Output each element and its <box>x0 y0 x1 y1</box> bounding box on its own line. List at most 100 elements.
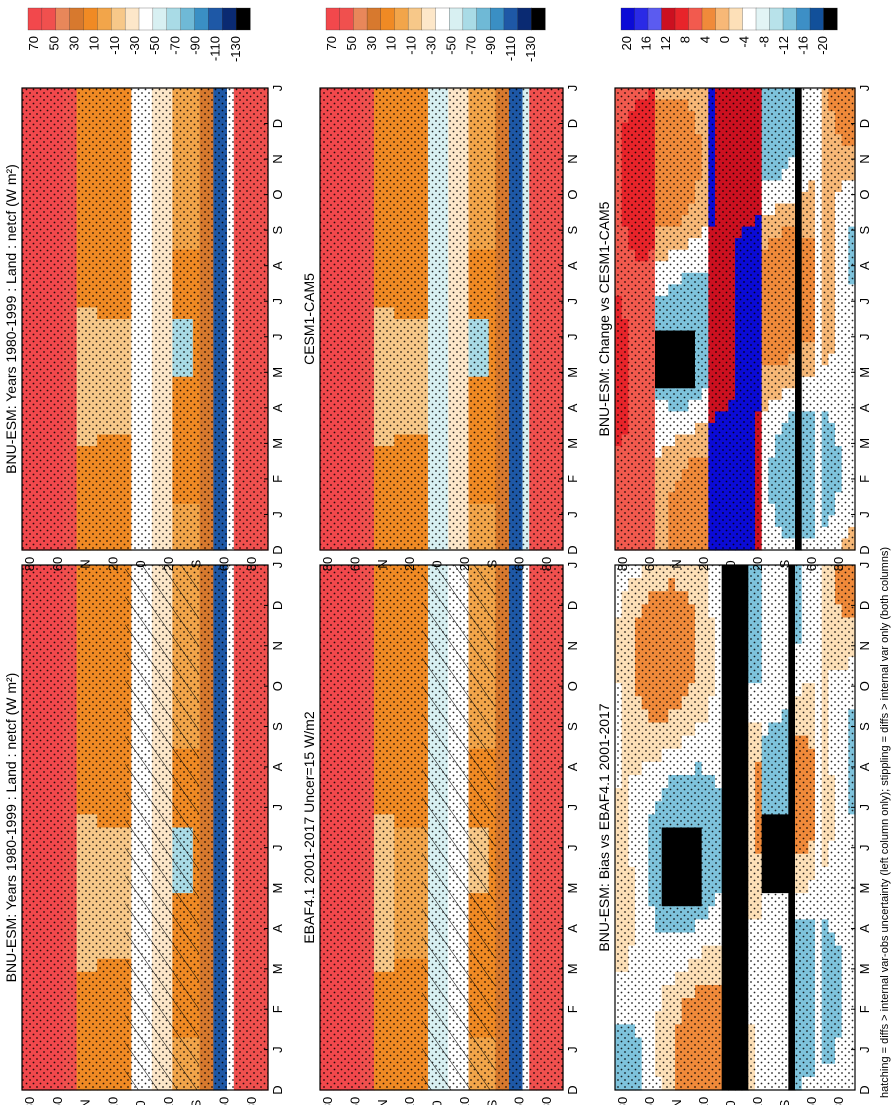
x-tick-label: F <box>270 1005 285 1013</box>
x-tick-label: S <box>565 722 580 731</box>
y-tick-labels: 80 60 N 20 0 20 S 60 80 <box>320 1097 554 1105</box>
x-tick-label: J <box>270 85 285 92</box>
x-tick-label: O <box>270 190 285 200</box>
x-tick-label: J <box>565 1046 580 1053</box>
y-tick-label: 60 <box>512 1097 527 1105</box>
y-tick-label: S <box>484 1099 499 1105</box>
y-tick-label: 20 <box>161 557 176 571</box>
y-tick-label: 20 <box>105 557 120 571</box>
heatmap-area <box>319 564 564 1091</box>
colorbar-swatch <box>152 7 168 31</box>
x-tick-label: A <box>270 261 285 270</box>
colorbar-swatch <box>124 7 140 31</box>
colorbar-tick-label: 30 <box>66 36 81 50</box>
x-tick-label: D <box>270 545 285 554</box>
colorbar-swatch <box>194 7 209 31</box>
colorbar-swatch <box>111 7 126 31</box>
x-tick-label: A <box>565 924 580 933</box>
heatmap-area <box>21 87 269 551</box>
x-tick-label: D <box>565 1085 580 1094</box>
colorbar-swatch <box>138 7 154 31</box>
plot-frame <box>319 564 564 1091</box>
colorbar-tick-label: -30 <box>127 36 142 55</box>
x-tick-label: N <box>565 641 580 650</box>
x-tick-label: J <box>270 1046 285 1053</box>
x-tick-label: J <box>565 562 580 569</box>
heatmap-area <box>21 564 269 1091</box>
colorbar-swatch <box>69 7 85 31</box>
x-tick-label: F <box>565 1005 580 1013</box>
colorbar-tick-label: -70 <box>167 36 182 55</box>
x-tick-label: J <box>270 562 285 569</box>
y-tick-label: 60 <box>50 1097 65 1105</box>
colorbar-swatch <box>83 7 98 31</box>
panel-title: BNU-ESM: Years 1980-1999 : Land : netcf … <box>3 673 19 983</box>
x-tick-label: S <box>270 722 285 731</box>
x-tick-label: M <box>270 963 285 974</box>
y-tick-label: 80 <box>320 1097 335 1105</box>
y-tick-label: 20 <box>161 1097 176 1105</box>
y-tick-label: 20 <box>457 1097 472 1105</box>
x-tick-label: J <box>270 298 285 305</box>
x-tick-label: M <box>565 883 580 894</box>
x-tick-label: F <box>270 475 285 483</box>
x-tick-label: M <box>270 438 285 449</box>
y-tick-labels: 80 60 N 20 0 20 S 60 80 <box>22 1097 259 1105</box>
x-tick-label: M <box>270 367 285 378</box>
x-tick-label: J <box>270 844 285 851</box>
colorbar-swatch <box>235 7 251 31</box>
y-tick-label: N <box>375 1099 390 1105</box>
x-tick-label: J <box>565 844 580 851</box>
colorbar-swatch <box>27 7 43 31</box>
x-tick-label: J <box>565 804 580 811</box>
y-tick-label: 0 <box>430 1100 445 1105</box>
y-tick-label: 60 <box>216 1097 231 1105</box>
x-tick-label: N <box>270 154 285 163</box>
x-tick-label: D <box>565 601 580 610</box>
colorbar-tick-label: -110 <box>208 36 223 61</box>
colorbar-tick-label: -50 <box>147 36 162 55</box>
colorbar-tick-label: 50 <box>46 36 61 50</box>
colorbar-swatch <box>41 7 57 31</box>
x-tick-label: A <box>270 924 285 933</box>
hatching-overlay <box>125 565 200 1090</box>
x-tick-label: N <box>270 641 285 650</box>
x-tick-label: J <box>270 334 285 341</box>
x-tick-label: D <box>270 1085 285 1094</box>
x-tick-label: A <box>270 403 285 412</box>
y-tick-label: S <box>189 1099 204 1105</box>
y-tick-label: 60 <box>347 1097 362 1105</box>
y-tick-label: 0 <box>133 560 148 567</box>
y-tick-label: 60 <box>50 557 65 571</box>
x-tick-label: O <box>270 681 285 691</box>
y-tick-label: S <box>189 559 204 568</box>
colorbar-swatch <box>166 7 182 31</box>
x-tick-label: M <box>270 883 285 894</box>
colorbar-swatch <box>180 7 196 31</box>
y-tick-label: 20 <box>402 1097 417 1105</box>
heatmap-area <box>319 87 564 551</box>
colorbar-tick-label: 10 <box>87 36 102 50</box>
y-tick-label: 60 <box>216 557 231 571</box>
y-tick-labels: 80 60 N 20 0 20 S 60 80 <box>22 557 259 571</box>
plot-frame <box>21 564 269 1091</box>
x-tick-label: A <box>270 762 285 771</box>
colorbar-swatch <box>55 7 71 31</box>
colorbar-tick-label: -10 <box>107 36 122 55</box>
y-tick-label: 80 <box>22 557 37 571</box>
y-tick-label: N <box>78 559 93 568</box>
colorbar-tick-label: 70 <box>26 36 41 50</box>
x-tick-label: O <box>565 681 580 691</box>
colorbar-swatch <box>97 7 112 31</box>
plot-frame <box>21 87 269 551</box>
y-tick-label: 80 <box>22 1097 37 1105</box>
x-tick-label: D <box>270 119 285 128</box>
